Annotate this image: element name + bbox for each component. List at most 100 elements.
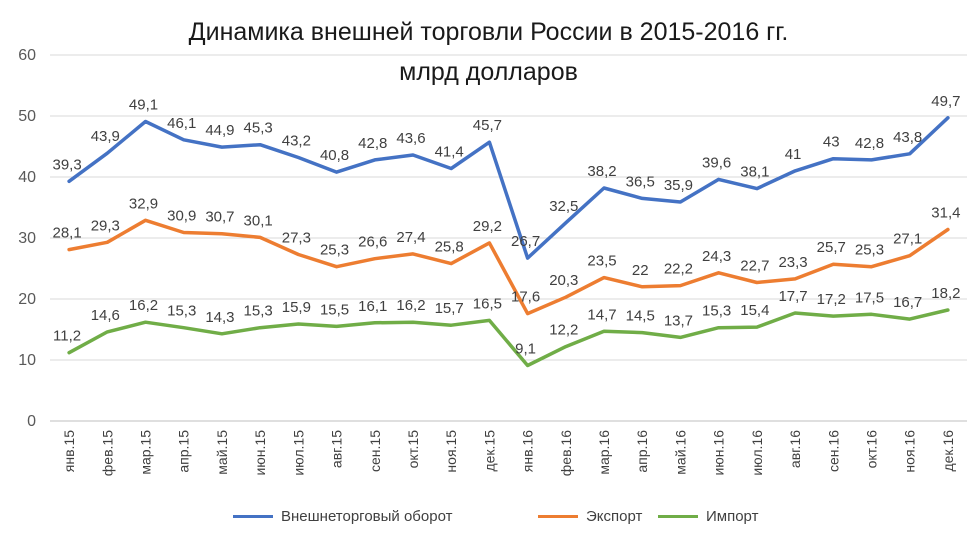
x-tick-label: апр.16 bbox=[634, 430, 650, 473]
data-label-import: 14,3 bbox=[205, 309, 234, 326]
x-tick-label: янв.15 bbox=[61, 430, 77, 472]
data-label-turnover: 38,1 bbox=[740, 164, 769, 181]
legend-item-turnover: Внешнеторговый оборот bbox=[233, 508, 452, 525]
data-label-turnover: 43,6 bbox=[396, 130, 425, 147]
y-tick-label: 30 bbox=[18, 230, 36, 247]
data-label-import: 16,2 bbox=[396, 297, 425, 314]
legend-swatch-export bbox=[538, 515, 578, 518]
x-tick-label: дек.16 bbox=[940, 430, 956, 472]
data-label-turnover: 36,5 bbox=[626, 173, 655, 190]
data-label-turnover: 39,3 bbox=[53, 156, 82, 173]
data-label-turnover: 49,1 bbox=[129, 96, 158, 113]
data-label-turnover: 43,9 bbox=[91, 128, 120, 145]
data-label-import: 15,9 bbox=[282, 299, 311, 316]
data-label-turnover: 32,5 bbox=[549, 198, 578, 215]
x-tick-label: авг.15 bbox=[329, 430, 345, 468]
data-label-import: 16,1 bbox=[358, 298, 387, 315]
data-label-turnover: 42,8 bbox=[855, 135, 884, 152]
y-tick-label: 20 bbox=[18, 291, 36, 308]
x-axis-ticks: янв.15 фев.15 мар.15 апр.15 май.15 июн.15 июл.… bbox=[61, 430, 956, 476]
data-label-turnover: 42,8 bbox=[358, 135, 387, 152]
data-label-turnover: 45,3 bbox=[244, 120, 273, 137]
data-label-import: 16,7 bbox=[893, 294, 922, 311]
y-tick-label: 10 bbox=[18, 352, 36, 369]
chart-subtitle: млрд долларов bbox=[399, 58, 578, 86]
x-tick-label: фев.16 bbox=[558, 430, 574, 476]
data-label-turnover: 40,8 bbox=[320, 147, 349, 164]
x-tick-label: фев.15 bbox=[99, 430, 115, 476]
data-label-import: 18,2 bbox=[931, 285, 960, 302]
x-tick-label: мар.15 bbox=[138, 430, 154, 475]
data-label-import: 15,5 bbox=[320, 301, 349, 318]
data-labels: 39,3 43,9 49,1 46,1 44,9 45,3 43,2 40,8 42,8 43,6… bbox=[53, 93, 961, 358]
x-tick-label: мар.16 bbox=[596, 430, 612, 475]
legend-swatch-turnover bbox=[233, 515, 273, 518]
data-label-turnover: 43 bbox=[823, 134, 840, 151]
data-label-export: 24,3 bbox=[702, 248, 731, 265]
x-tick-label: май.16 bbox=[672, 430, 688, 475]
data-label-import: 13,7 bbox=[664, 312, 693, 329]
data-label-export: 30,1 bbox=[244, 212, 273, 229]
data-label-import: 17,7 bbox=[778, 288, 807, 305]
data-label-export: 27,3 bbox=[282, 229, 311, 246]
data-label-export: 22,2 bbox=[664, 261, 693, 278]
x-tick-label: авг.16 bbox=[787, 430, 803, 468]
series-line-turnover bbox=[67, 116, 950, 260]
data-label-export: 25,8 bbox=[435, 239, 464, 256]
data-label-import: 16,5 bbox=[473, 295, 502, 312]
data-label-export: 25,3 bbox=[320, 242, 349, 259]
x-tick-label: ноя.15 bbox=[443, 430, 459, 473]
data-label-import: 15,3 bbox=[702, 303, 731, 320]
legend: Внешнеторговый оборот Экспорт Импорт bbox=[0, 508, 977, 532]
data-label-export: 23,3 bbox=[778, 254, 807, 271]
x-tick-label: янв.16 bbox=[520, 430, 536, 472]
data-label-import: 15,3 bbox=[244, 303, 273, 320]
data-label-import: 14,6 bbox=[91, 307, 120, 324]
x-tick-label: дек.15 bbox=[481, 430, 497, 472]
data-label-import: 14,5 bbox=[626, 308, 655, 325]
data-label-turnover: 26,7 bbox=[511, 233, 540, 250]
data-label-turnover: 39,6 bbox=[702, 154, 731, 171]
data-label-turnover: 44,9 bbox=[205, 122, 234, 139]
data-label-import: 17,2 bbox=[817, 291, 846, 308]
x-tick-label: сен.15 bbox=[367, 430, 383, 472]
data-label-turnover: 46,1 bbox=[167, 115, 196, 132]
data-label-export: 22 bbox=[632, 262, 649, 279]
y-tick-label: 40 bbox=[18, 169, 36, 186]
data-label-import: 12,2 bbox=[549, 322, 578, 339]
data-label-turnover: 38,2 bbox=[587, 163, 616, 180]
x-tick-label: ноя.16 bbox=[902, 430, 918, 473]
data-label-turnover: 43,2 bbox=[282, 132, 311, 149]
data-label-import: 15,7 bbox=[435, 300, 464, 317]
data-label-import: 15,3 bbox=[167, 303, 196, 320]
data-label-import: 14,7 bbox=[587, 306, 616, 323]
x-tick-label: июл.16 bbox=[749, 430, 765, 476]
series-line-export bbox=[67, 218, 950, 316]
data-label-turnover: 41,4 bbox=[435, 143, 464, 160]
data-label-export: 26,6 bbox=[358, 234, 387, 251]
data-label-export: 25,3 bbox=[855, 242, 884, 259]
data-label-export: 22,7 bbox=[740, 258, 769, 275]
x-tick-label: июн.16 bbox=[711, 430, 727, 476]
y-tick-label: 50 bbox=[18, 108, 36, 125]
x-tick-label: июн.15 bbox=[252, 430, 268, 476]
x-tick-label: апр.15 bbox=[176, 430, 192, 473]
data-label-export: 27,1 bbox=[893, 231, 922, 248]
y-tick-label: 60 bbox=[18, 47, 36, 64]
data-label-export: 30,9 bbox=[167, 208, 196, 225]
data-label-import: 11,2 bbox=[53, 328, 81, 345]
legend-label-import: Импорт bbox=[706, 508, 759, 525]
data-label-export: 32,9 bbox=[129, 195, 158, 212]
data-label-turnover: 35,9 bbox=[664, 177, 693, 194]
data-label-export: 31,4 bbox=[931, 204, 960, 221]
series-lines bbox=[67, 116, 950, 368]
series-line-import bbox=[67, 308, 950, 368]
legend-item-export: Экспорт bbox=[538, 508, 642, 525]
x-tick-label: окт.16 bbox=[863, 430, 879, 469]
x-tick-label: май.15 bbox=[214, 430, 230, 475]
data-label-export: 25,7 bbox=[817, 239, 846, 256]
x-tick-label: июл.15 bbox=[290, 430, 306, 476]
y-tick-label: 0 bbox=[27, 413, 36, 430]
